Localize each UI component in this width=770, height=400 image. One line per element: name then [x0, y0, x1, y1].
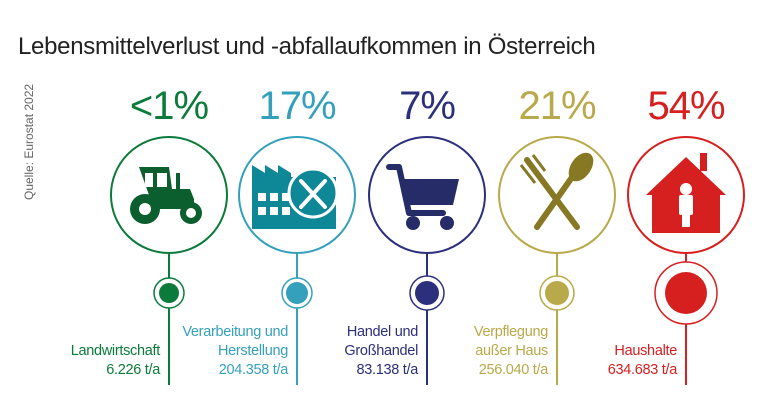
house-person-icon	[646, 153, 726, 233]
sector-label: Verpflegung außer Haus 256.040 t/a	[368, 323, 548, 380]
page-title: Lebensmittelverlust und -abfallaufkommen…	[18, 33, 596, 60]
sector-label: Landwirtschaft 6.226 t/a	[0, 342, 161, 380]
sector-percent: 17%	[258, 84, 336, 128]
amount-bubble	[286, 282, 308, 304]
sector-label: Haushalte 634.683 t/a	[497, 342, 678, 380]
sector-percent: <1%	[129, 84, 209, 128]
shopping-cart-icon	[386, 164, 459, 230]
sector-name: Handel und	[346, 324, 418, 340]
sector-name: Verarbeitung und	[182, 324, 288, 340]
sector-amount: 204.358 t/a	[218, 362, 289, 378]
sector-name: Großhandel	[344, 343, 418, 359]
amount-bubble	[545, 281, 569, 305]
amount-bubble	[159, 283, 179, 303]
sector-name: Landwirtschaft	[70, 343, 161, 359]
sector-label: Handel und Großhandel 83.138 t/a	[238, 323, 418, 380]
factory-plate-icon	[252, 165, 339, 229]
amount-bubble	[415, 281, 439, 305]
sector-amount: 634.683 t/a	[607, 362, 678, 378]
sector-amount: 256.040 t/a	[478, 362, 549, 378]
sector-percent: 54%	[647, 84, 725, 128]
amount-bubble	[665, 272, 707, 314]
sector-amount: 6.226 t/a	[106, 362, 160, 378]
sector-name: Herstellung	[217, 343, 288, 359]
sector-percent: 7%	[399, 84, 456, 128]
sector-name: Verpflegung	[473, 324, 548, 340]
sector-percent: 21%	[518, 84, 596, 128]
tractor-icon	[130, 167, 202, 224]
sector-label: Verarbeitung und Herstellung 204.358 t/a	[108, 323, 288, 380]
sector-name: Haushalte	[614, 343, 677, 359]
fork-spoon-icon	[519, 152, 594, 230]
sector-amount: 83.138 t/a	[356, 362, 419, 378]
sector-name: außer Haus	[475, 343, 548, 359]
